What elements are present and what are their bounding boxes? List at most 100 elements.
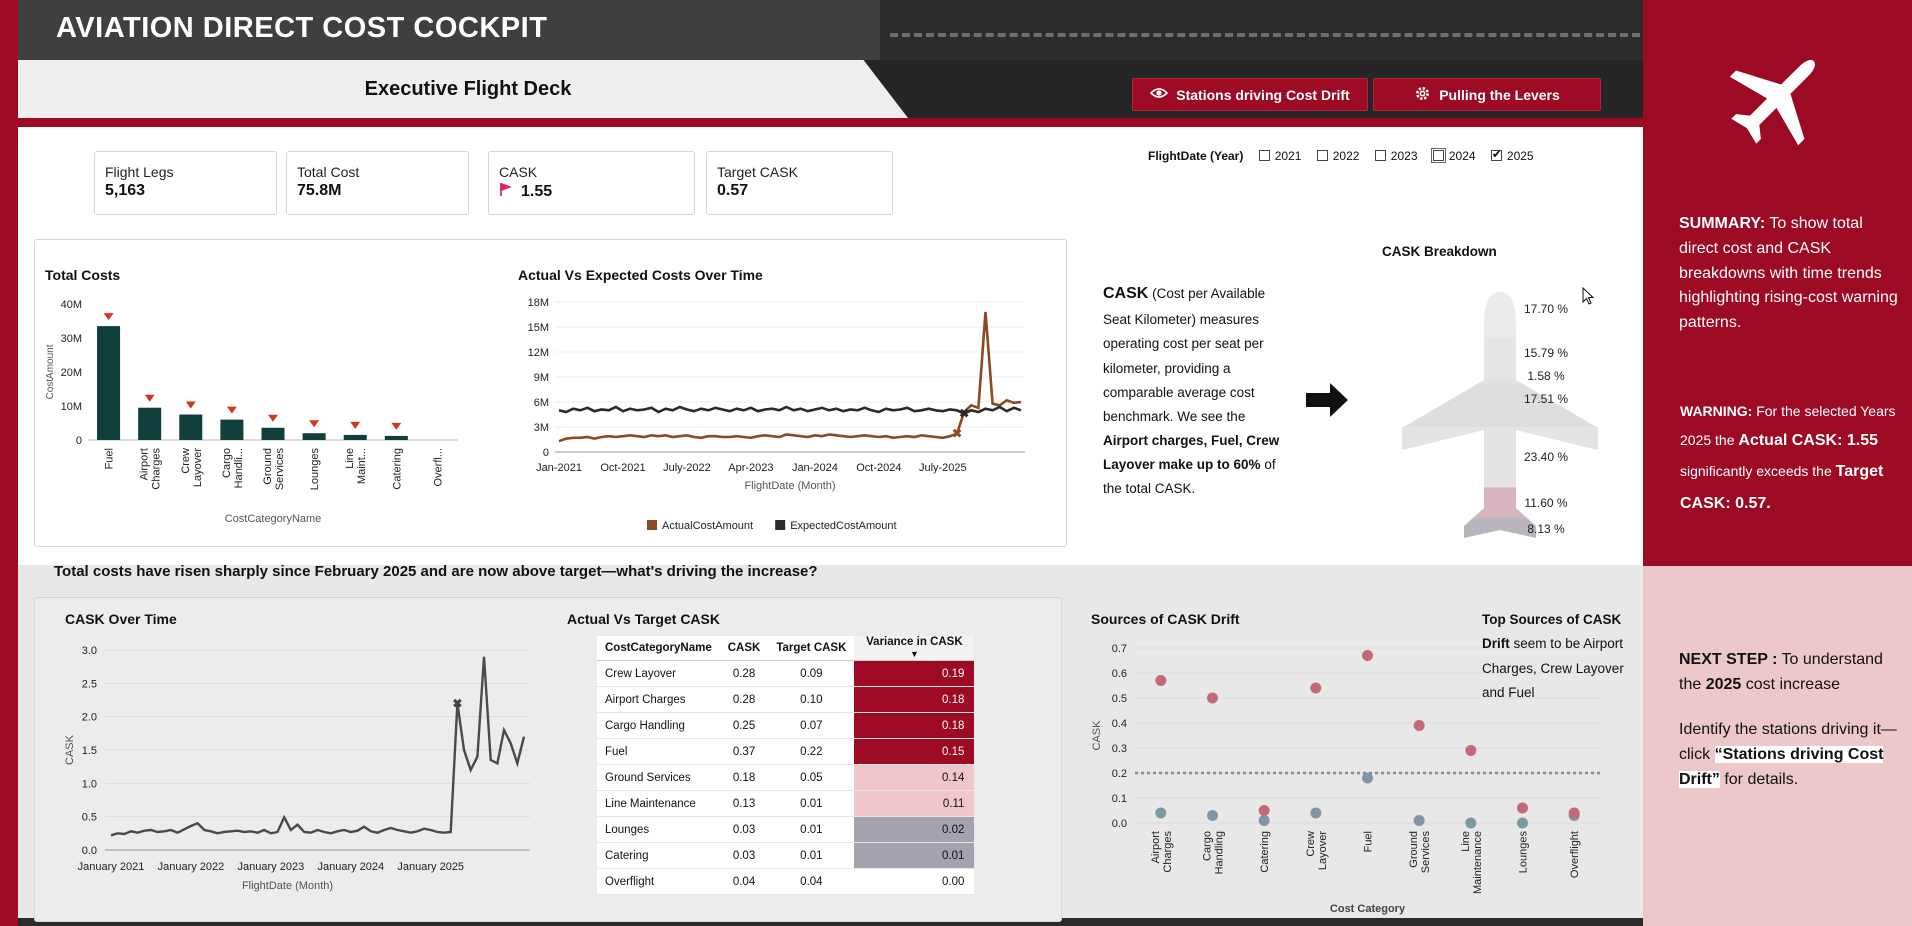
table-cell: 0.02 [854,816,975,843]
x-tick-label: Charges [151,448,163,490]
y-tick-label: 10M [61,401,82,413]
table-row[interactable]: Overflight 0.04 0.04 0.00 [597,868,975,895]
x-tick-label: Maint... [356,448,368,484]
stations-drift-label: Stations driving Cost Drift [1176,86,1350,103]
table-row[interactable]: Cargo Handling 0.25 0.07 0.18 [597,712,975,739]
actual-point [1155,675,1167,686]
warning-marker [185,401,196,409]
cask-drift-chart: 0.0 0.1 0.2 0.3 0.4 0.5 0.6 0.7 CASK Airport Charg… [1091,643,1600,915]
table-row[interactable]: Fuel 0.37 0.22 0.15 [597,738,975,765]
table-cell: 0.00 [854,868,975,895]
warning-label: WARNING: [1680,403,1753,419]
y-tick-label: 1.0 [82,778,97,790]
pulling-levers-button[interactable]: Pulling the Levers [1373,78,1601,111]
table-row[interactable]: Lounges 0.03 0.01 0.02 [597,816,975,843]
cask-text-1: (Cost per Available Seat Kilometer) meas… [1103,286,1266,424]
year-option-2022[interactable]: 2022 [1316,149,1359,163]
y-tick-label: 0.2 [1112,768,1127,780]
table-row[interactable]: Airport Charges 0.28 0.10 0.18 [597,686,975,713]
x-tick-label: Charges [1162,831,1174,873]
x-tick-label: Airport [139,448,151,480]
col-header[interactable]: Target CASK [768,636,855,661]
cask-text-bold: Airport charges, Fuel, Crew Layover make… [1103,432,1280,472]
cask-table-wrap: CostCategoryName CASK Target CASK Varian… [597,636,975,895]
table-row[interactable]: Ground Services 0.18 0.05 0.14 [597,764,975,791]
table-cell: 0.28 [719,686,769,713]
year-option-2021[interactable]: 2021 [1258,149,1301,163]
table-cell: 0.18 [854,686,975,713]
y-tick-label: 6M [534,397,549,409]
table-row[interactable]: Line Maintenance 0.13 0.01 0.11 [597,790,975,817]
actual-vs-target-title: Actual Vs Target CASK [567,611,720,627]
kpi-cask: CASK 1.55 [488,151,695,215]
sort-desc-icon: ▼ [909,649,919,659]
col-header[interactable]: CASK [719,636,769,661]
x-tick-label: Fuel [104,448,116,469]
stations-drift-button[interactable]: Stations driving Cost Drift [1132,78,1368,111]
breakdown-segment [1402,378,1598,383]
warning-marker [144,394,155,402]
table-row[interactable]: Crew Layover 0.28 0.09 0.19 [597,660,975,687]
series-line [110,656,526,837]
total-costs-title: Total Costs [45,267,121,283]
kpi-total-cost: Total Cost 75.8M [286,151,469,215]
legend-label: ActualCostAmount [662,520,753,532]
checkbox-2024[interactable] [1430,148,1446,163]
table-cell: 0.04 [768,868,855,895]
x-tick-label: July-2022 [663,462,711,474]
y-tick-label: 0.6 [1112,668,1127,680]
y-tick-label: 9M [534,372,549,384]
actual-point [1362,650,1373,661]
airplane-icon [1723,42,1833,157]
y-tick-label: 18M [528,297,549,309]
header-accent [18,118,1643,127]
subheader-left [18,60,908,118]
checkbox-2023[interactable] [1374,150,1386,161]
sidebar-next-step: NEXT STEP : To understand the 2025 cost … [1643,566,1912,926]
table-cell: 0.11 [854,790,975,817]
y-tick-label: 0.5 [82,812,97,824]
identify-text: Identify the stations driving it—click “… [1679,721,1897,788]
checkbox-2021[interactable] [1258,150,1270,161]
breakdown-label: 1.58 % [1527,369,1565,383]
col-header[interactable]: CostCategoryName [597,636,720,661]
y-tick-label: 0.5 [1112,693,1127,705]
col-header-sorted[interactable]: Variance in CASK ▼ [854,636,975,661]
table-cell: Fuel [597,738,720,765]
table-cell: 0.18 [854,712,975,739]
cask-text-2: of the total CASK. [1103,456,1276,496]
actual-point [1568,807,1580,819]
alert-marker: ✖ [952,427,962,441]
arrow-right-icon [1306,383,1348,422]
x-tick-label: Ground [1408,831,1420,868]
x-tick-label: January 2024 [317,861,384,873]
x-tick-label: Line [344,448,356,469]
top-charts-panel [34,239,1067,547]
x-tick-label: Handling [1214,831,1226,874]
checkbox-2022[interactable] [1316,150,1328,161]
table-row[interactable]: Catering 0.03 0.01 0.01 [597,842,975,869]
table-cell: Cargo Handling [597,712,720,739]
year-option-2024[interactable]: 2024 [1430,148,1476,163]
y-axis-label: CASK [1091,720,1103,751]
x-tick-label: Services [274,448,286,491]
checkbox-2025[interactable] [1490,147,1502,161]
cask-drift-title: Sources of CASK Drift [1091,611,1240,627]
legend-label: ExpectedCostAmount [790,520,896,532]
kpi-value: 75.8M [297,182,342,199]
kpi-label: Total Cost [297,164,360,180]
alert-marker: ✖ [452,696,462,710]
table-cell: Overflight [597,868,720,895]
y-tick-label: 0 [76,435,82,447]
breakdown-label: 23.40 % [1524,450,1568,464]
kpi-value: 1.55 [521,183,553,200]
x-tick-label: Catering [1259,831,1271,873]
cask-breakdown-title: CASK Breakdown [1382,244,1497,259]
year-option-2025[interactable]: 2025 [1490,147,1534,163]
year-option-2023[interactable]: 2023 [1374,149,1418,163]
x-tick-label: Layover [192,448,204,487]
x-tick-label: Lounges [309,448,321,491]
table-cell: 0.25 [719,712,769,739]
table-cell: 0.15 [854,738,975,765]
